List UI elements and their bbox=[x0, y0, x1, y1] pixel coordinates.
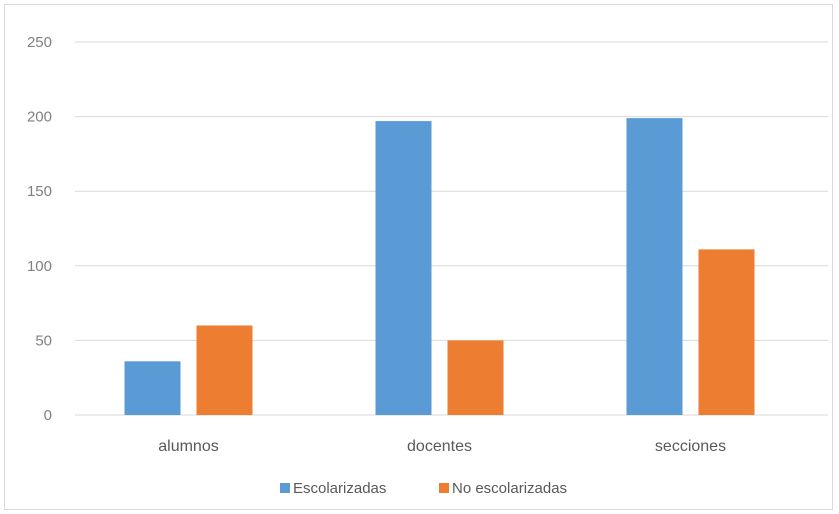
y-tick-label: 100 bbox=[27, 258, 52, 275]
bar-docentes-escolarizadas bbox=[375, 121, 432, 416]
bar-alumnos-escolarizadas bbox=[124, 361, 181, 415]
legend-swatch-escolarizadas bbox=[280, 483, 290, 493]
bars bbox=[124, 118, 755, 416]
y-tick-label: 0 bbox=[44, 407, 52, 424]
y-axis-ticks: 0 50 100 150 200 250 bbox=[27, 34, 52, 424]
bar-docentes-no-escolarizadas bbox=[447, 340, 504, 415]
category-label-docentes: docentes bbox=[407, 438, 472, 455]
bar-secciones-no-escolarizadas bbox=[698, 249, 755, 415]
legend-label-escolarizadas: Escolarizadas bbox=[293, 480, 386, 497]
category-label-alumnos: alumnos bbox=[158, 438, 218, 455]
legend-swatch-no-escolarizadas bbox=[439, 483, 449, 493]
y-tick-label: 200 bbox=[27, 109, 52, 126]
bar-alumnos-no-escolarizadas bbox=[196, 325, 253, 415]
legend: Escolarizadas No escolarizadas bbox=[280, 480, 567, 497]
y-tick-label: 250 bbox=[27, 34, 52, 51]
legend-label-no-escolarizadas: No escolarizadas bbox=[452, 480, 567, 497]
x-axis-categories: alumnos docentes secciones bbox=[158, 438, 726, 455]
bar-secciones-escolarizadas bbox=[626, 118, 683, 415]
y-tick-label: 150 bbox=[27, 183, 52, 200]
y-tick-label: 50 bbox=[35, 332, 52, 349]
category-label-secciones: secciones bbox=[655, 438, 726, 455]
